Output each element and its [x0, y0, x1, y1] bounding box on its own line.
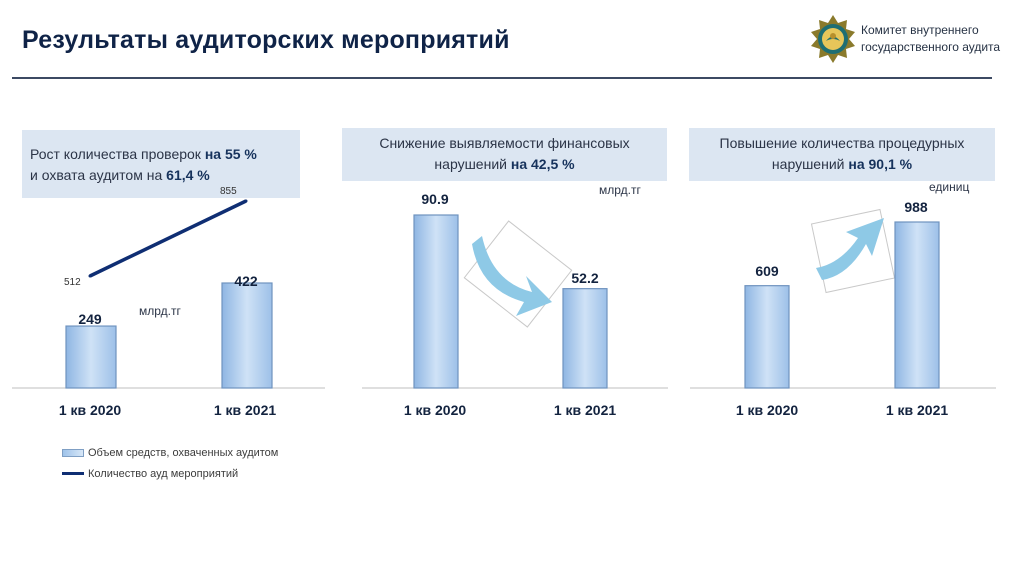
panel1-bar-label-1: 249 — [78, 311, 102, 327]
legend-bar-label: Объем средств, охваченных аудитом — [88, 446, 279, 459]
panel3-bar-1 — [744, 285, 790, 389]
panel1-bar-2 — [221, 282, 273, 389]
down-trend-arrow-icon — [463, 220, 573, 328]
page-title: Результаты аудиторских мероприятий — [22, 26, 510, 54]
org-name-line1: Комитет внутреннего — [861, 23, 979, 37]
panel3-text: Повышение количества процедурных — [719, 135, 965, 151]
panel2-category-1: 1 кв 2020 — [403, 402, 467, 418]
panel1-text2: и охвата аудитом на — [30, 167, 167, 183]
panel3-info-box: Повышение количества процедурных нарушен… — [689, 128, 995, 181]
panel2-unit: млрд.тг — [599, 183, 641, 197]
panel1-text: Рост количества проверок — [30, 146, 205, 162]
panel2-bar-2 — [562, 288, 608, 389]
panel1-category-2: 1 кв 2021 — [213, 402, 277, 418]
panel2-text2: нарушений — [434, 156, 511, 172]
panel1-info-box: Рост количества проверок на 55 % и охват… — [22, 130, 300, 198]
panel1-highlight: на 55 % — [204, 146, 257, 162]
panel1-bar-1 — [65, 325, 117, 389]
panel1-bar-label-2: 422 — [234, 273, 258, 289]
panel2-bar-label-1: 90.9 — [421, 191, 449, 207]
title-divider — [12, 77, 992, 79]
panel2-bar-label-2: 52.2 — [571, 270, 599, 286]
panel2-category-2: 1 кв 2021 — [553, 402, 617, 418]
panel1-highlight2: 61,4 % — [166, 167, 210, 183]
org-name-line2: государственного аудита — [861, 40, 1001, 54]
panel1-line-point-2 — [244, 199, 248, 203]
legend-line-swatch — [62, 472, 84, 475]
panel3-bar-2 — [894, 221, 940, 389]
panel3-category-2: 1 кв 2021 — [885, 402, 949, 418]
legend-line-label: Количество ауд мероприятий — [88, 467, 239, 480]
panel3-bar-label-2: 988 — [904, 199, 928, 215]
org-name: Комитет внутреннего государственного ауд… — [861, 22, 1000, 56]
panel3-category-1: 1 кв 2020 — [735, 402, 799, 418]
legend-item-line: Количество ауд мероприятий — [62, 463, 278, 484]
panel3-highlight: на 90,1 % — [848, 156, 913, 172]
committee-emblem-icon — [811, 15, 855, 63]
up-trend-arrow-icon — [810, 208, 896, 294]
legend-bar-swatch — [62, 448, 84, 457]
panel1-line-point-1 — [88, 274, 92, 278]
panel1-line-series — [89, 199, 247, 278]
panel2-text: Снижение выявляемости финансовых — [379, 135, 630, 151]
panel1-line-label-1: 512 — [64, 277, 81, 288]
panel1-category-1: 1 кв 2020 — [58, 402, 122, 418]
panel1-line-label-2: 855 — [220, 186, 237, 197]
panel1-unit: млрд.тг — [139, 304, 181, 318]
panel3-unit: единиц — [929, 180, 970, 194]
panel2-bar-1 — [413, 214, 459, 389]
panel3-text2: нарушений — [771, 156, 849, 172]
panel3-bar-label-1: 609 — [755, 263, 779, 279]
panel2-info-box: Снижение выявляемости финансовых нарушен… — [342, 128, 667, 181]
legend-item-bars: Объем средств, охваченных аудитом — [62, 442, 278, 463]
panel2-highlight: на 42,5 % — [510, 156, 575, 172]
chart-legend: Объем средств, охваченных аудитом Количе… — [62, 442, 278, 484]
